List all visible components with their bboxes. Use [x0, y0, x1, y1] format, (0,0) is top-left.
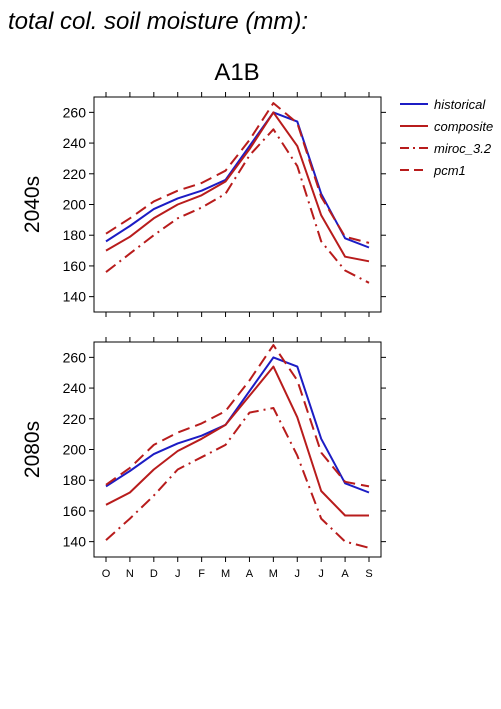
- x-tick-label: N: [126, 568, 134, 580]
- legend-label-historical: historical: [434, 97, 486, 112]
- y-tick-label: 180: [63, 472, 87, 488]
- x-tick-label: S: [365, 568, 372, 580]
- series-line-historical: [105, 356, 370, 494]
- legend-label-composite: composite: [434, 119, 493, 134]
- series-line-miroc_3.2: [105, 407, 370, 549]
- chart-legend: historical composite miroc_3.2 pcm1: [400, 97, 493, 178]
- y-tick-label: 240: [63, 380, 87, 396]
- series-line-pcm1: [105, 344, 370, 488]
- series-line-miroc_3.2: [105, 128, 370, 284]
- y-tick-label: 200: [63, 442, 87, 458]
- panel-label: 2040s: [21, 176, 44, 233]
- y-tick-label: 260: [63, 104, 87, 120]
- x-tick-label: J: [318, 568, 324, 580]
- panel-label: 2080s: [21, 421, 44, 478]
- page-title: total col. soil moisture (mm):: [8, 8, 308, 35]
- x-tick-label: A: [246, 568, 254, 580]
- x-tick-label: A: [341, 568, 349, 580]
- panel-2080s: 140 160 180 200 220 240 260 O N D J F M A M J J A S 2080s: [21, 337, 386, 580]
- panel-2040s: 140 160 180 200 220 240 260 2040s: [21, 92, 386, 317]
- series-line-historical: [105, 111, 370, 249]
- x-tick-label: D: [150, 568, 158, 580]
- y-tick-label: 220: [63, 166, 87, 182]
- x-tick-label: J: [175, 568, 181, 580]
- series-line-composite: [105, 365, 369, 517]
- x-tick-label: O: [102, 568, 111, 580]
- plot-frame: [93, 96, 382, 313]
- x-tick-label: J: [295, 568, 301, 580]
- legend-label-pcm1: pcm1: [433, 163, 466, 178]
- y-tick-label: 140: [63, 289, 87, 305]
- series-line-pcm1: [105, 102, 370, 244]
- y-tick-label: 220: [63, 411, 87, 427]
- y-tick-label: 260: [63, 349, 87, 365]
- plot-frame: [93, 341, 382, 558]
- y-tick-label: 140: [63, 534, 87, 550]
- x-tick-label: M: [221, 568, 230, 580]
- chart-panels: 140 160 180 200 220 240 260 2040s 140 160 180 200 22…: [21, 92, 386, 580]
- y-tick-label: 180: [63, 227, 87, 243]
- y-tick-label: 240: [63, 135, 87, 151]
- y-tick-label: 200: [63, 197, 87, 213]
- x-tick-label: F: [198, 568, 205, 580]
- x-tick-label: M: [269, 568, 278, 580]
- legend-label-miroc_3.2: miroc_3.2: [434, 141, 492, 156]
- y-tick-label: 160: [63, 503, 87, 519]
- series-line-composite: [105, 111, 370, 263]
- y-tick-label: 160: [63, 258, 87, 274]
- scenario-label: A1B: [214, 59, 259, 86]
